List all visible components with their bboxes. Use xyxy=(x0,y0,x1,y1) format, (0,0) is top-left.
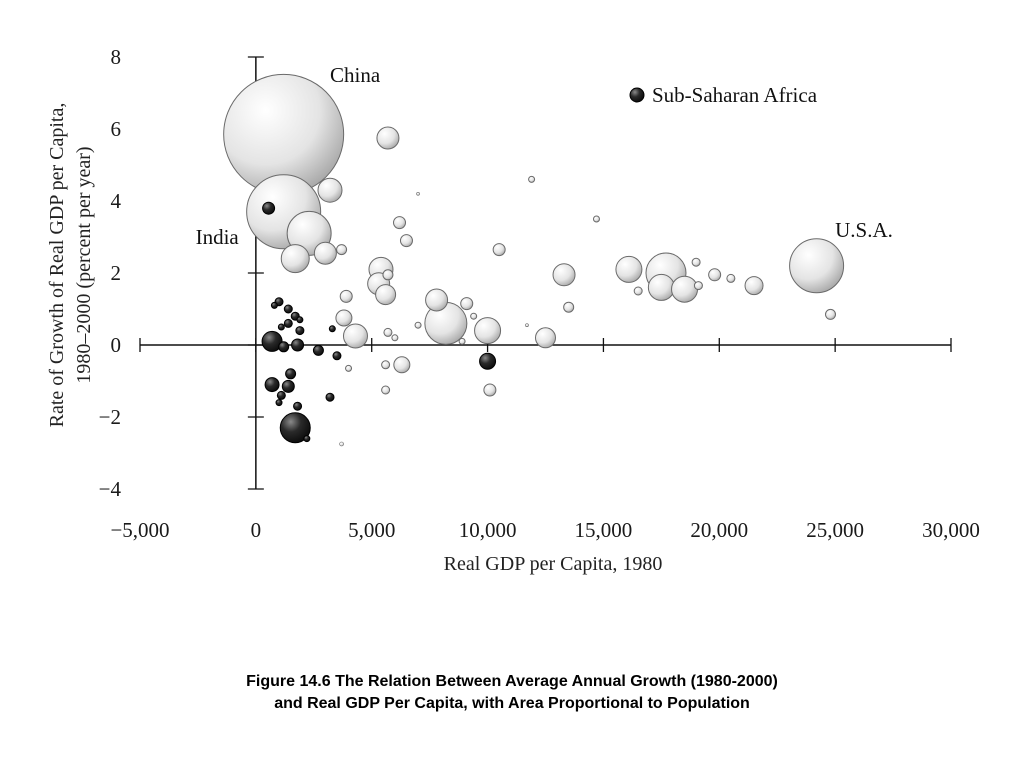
africa-bubble xyxy=(325,392,335,402)
y-tick-label: 8 xyxy=(111,45,122,69)
country-bubble xyxy=(563,301,575,313)
africa-bubble xyxy=(262,201,276,215)
country-bubble xyxy=(525,323,529,328)
country-bubble xyxy=(726,273,736,283)
y-axis-title-line-1: Rate of Growth of Real GDP per Capita, xyxy=(46,103,68,428)
country-bubble xyxy=(339,441,344,447)
country-bubble xyxy=(615,255,643,283)
y-tick-label: −4 xyxy=(99,477,122,501)
country-bubble xyxy=(393,216,407,230)
country-bubble xyxy=(313,241,337,265)
country-bubble xyxy=(789,238,845,294)
country-bubble xyxy=(383,327,393,337)
country-bubble xyxy=(825,308,837,320)
africa-bubble xyxy=(261,330,283,352)
country-bubble xyxy=(535,327,556,349)
africa-bubble xyxy=(295,326,305,336)
africa-bubble xyxy=(285,368,297,380)
country-bubble xyxy=(342,323,368,349)
africa-bubble xyxy=(332,351,342,361)
country-bubble xyxy=(399,234,413,248)
africa-bubble xyxy=(312,344,324,356)
axes: −5,000 0 5,000 10,000 15,000 20,000 25,000 30,0… xyxy=(99,45,980,542)
africa-bubble xyxy=(276,390,286,400)
x-tick-label: −5,000 xyxy=(110,518,169,542)
figure-caption-line-2: and Real GDP Per Capita, with Area Propo… xyxy=(274,695,750,712)
country-bubble xyxy=(458,337,466,345)
country-bubble xyxy=(647,273,675,301)
country-bubble xyxy=(336,244,348,256)
country-bubble xyxy=(708,268,722,282)
africa-bubble xyxy=(281,379,295,393)
africa-bubble xyxy=(264,377,280,393)
country-bubble xyxy=(317,177,343,203)
africa-bubble xyxy=(283,318,293,328)
country-bubble xyxy=(693,281,703,291)
x-tick-label: 30,000 xyxy=(922,518,980,542)
annotation-usa: U.S.A. xyxy=(835,218,893,242)
figure-caption-line-1: Figure 14.6 The Relation Between Average… xyxy=(246,673,778,690)
africa-bubble xyxy=(296,316,304,324)
country-bubble xyxy=(381,385,391,395)
africa-bubble xyxy=(479,352,497,370)
country-bubble xyxy=(691,257,701,267)
africa-bubble xyxy=(328,325,336,333)
annotation-china: China xyxy=(330,63,381,87)
y-axis-title-line-2: 1980–2000 (percent per year) xyxy=(73,146,95,383)
y-tick-label: 4 xyxy=(111,189,122,213)
annotation-india: India xyxy=(196,225,240,249)
country-bubble xyxy=(391,334,399,342)
bubbles xyxy=(223,73,845,447)
y-tick-label: 0 xyxy=(111,333,122,357)
africa-bubble xyxy=(293,401,303,411)
x-tick-label: 25,000 xyxy=(806,518,864,542)
country-bubble xyxy=(382,269,394,281)
country-bubble xyxy=(376,126,400,150)
country-bubble xyxy=(633,286,643,296)
country-bubble xyxy=(460,297,474,311)
africa-bubble xyxy=(303,435,311,443)
labels: Real GDP per Capita, 1980 Rate of Growth … xyxy=(46,63,893,575)
africa-bubble xyxy=(283,304,293,314)
africa-bubble xyxy=(279,412,311,444)
africa-bubble xyxy=(278,341,290,353)
country-bubble xyxy=(552,263,576,287)
country-bubble xyxy=(671,275,699,303)
africa-bubble xyxy=(291,338,305,352)
legend-marker xyxy=(629,87,645,103)
country-bubble xyxy=(414,321,422,329)
y-tick-label: −2 xyxy=(99,405,121,429)
country-bubble xyxy=(474,317,502,345)
x-tick-label: 10,000 xyxy=(459,518,517,542)
africa-bubble xyxy=(275,399,283,407)
y-tick-label: 2 xyxy=(111,261,122,285)
africa-bubble xyxy=(277,323,285,331)
country-bubble xyxy=(492,243,506,257)
country-bubble xyxy=(393,356,411,374)
y-tick-label: 6 xyxy=(111,117,122,141)
country-bubble xyxy=(280,244,310,274)
x-axis-title: Real GDP per Capita, 1980 xyxy=(444,553,663,575)
x-tick-label: 20,000 xyxy=(690,518,748,542)
country-bubble xyxy=(592,215,600,223)
x-tick-label: 5,000 xyxy=(348,518,395,542)
legend-label: Sub-Saharan Africa xyxy=(652,83,818,107)
country-bubble xyxy=(744,276,764,296)
country-bubble xyxy=(528,175,536,183)
country-bubble xyxy=(381,360,391,370)
country-bubble xyxy=(470,312,478,320)
country-bubble xyxy=(339,289,353,303)
country-bubble xyxy=(483,383,497,397)
country-bubble xyxy=(345,364,353,372)
country-bubble xyxy=(416,192,420,196)
africa-bubble xyxy=(270,301,278,309)
country-bubble xyxy=(375,284,397,306)
country-bubble xyxy=(335,309,353,327)
x-tick-label: 15,000 xyxy=(575,518,633,542)
x-tick-label: 0 xyxy=(251,518,262,542)
country-bubble xyxy=(425,288,449,312)
